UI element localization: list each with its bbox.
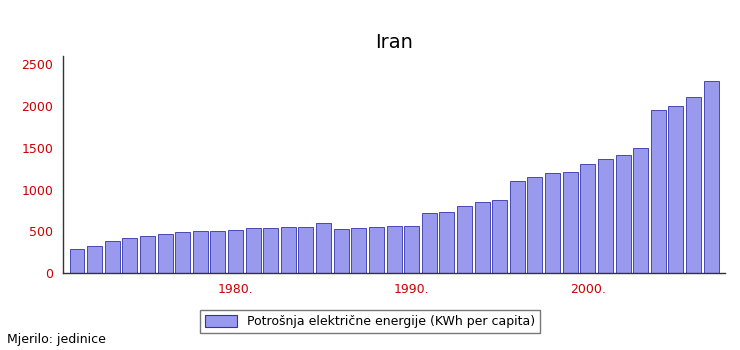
Bar: [457, 206, 472, 273]
Bar: [105, 241, 120, 273]
Bar: [352, 228, 366, 273]
Bar: [404, 226, 419, 273]
Bar: [440, 212, 454, 273]
Bar: [298, 227, 314, 273]
Bar: [686, 97, 701, 273]
Bar: [87, 246, 102, 273]
Bar: [704, 81, 719, 273]
Bar: [616, 155, 630, 273]
Bar: [580, 164, 595, 273]
Bar: [510, 181, 525, 273]
Bar: [528, 177, 542, 273]
Bar: [598, 160, 613, 273]
Bar: [668, 106, 683, 273]
Bar: [228, 230, 243, 273]
Bar: [158, 234, 172, 273]
Bar: [650, 110, 666, 273]
Text: Mjerilo: jedinice: Mjerilo: jedinice: [7, 334, 107, 346]
Bar: [210, 231, 226, 273]
Bar: [386, 226, 402, 273]
Bar: [422, 213, 437, 273]
Bar: [246, 228, 260, 273]
Bar: [369, 227, 384, 273]
Bar: [334, 229, 349, 273]
Legend: Potrošnja električne energije (KWh per capita): Potrošnja električne energije (KWh per c…: [201, 310, 539, 333]
Bar: [633, 148, 648, 273]
Bar: [263, 228, 278, 273]
Bar: [474, 202, 490, 273]
Bar: [122, 238, 138, 273]
Bar: [562, 172, 578, 273]
Bar: [193, 231, 208, 273]
Bar: [492, 200, 507, 273]
Bar: [70, 249, 84, 273]
Bar: [140, 236, 155, 273]
Bar: [281, 227, 296, 273]
Bar: [175, 232, 190, 273]
Bar: [545, 173, 560, 273]
Title: Iran: Iran: [375, 33, 413, 52]
Bar: [316, 223, 331, 273]
